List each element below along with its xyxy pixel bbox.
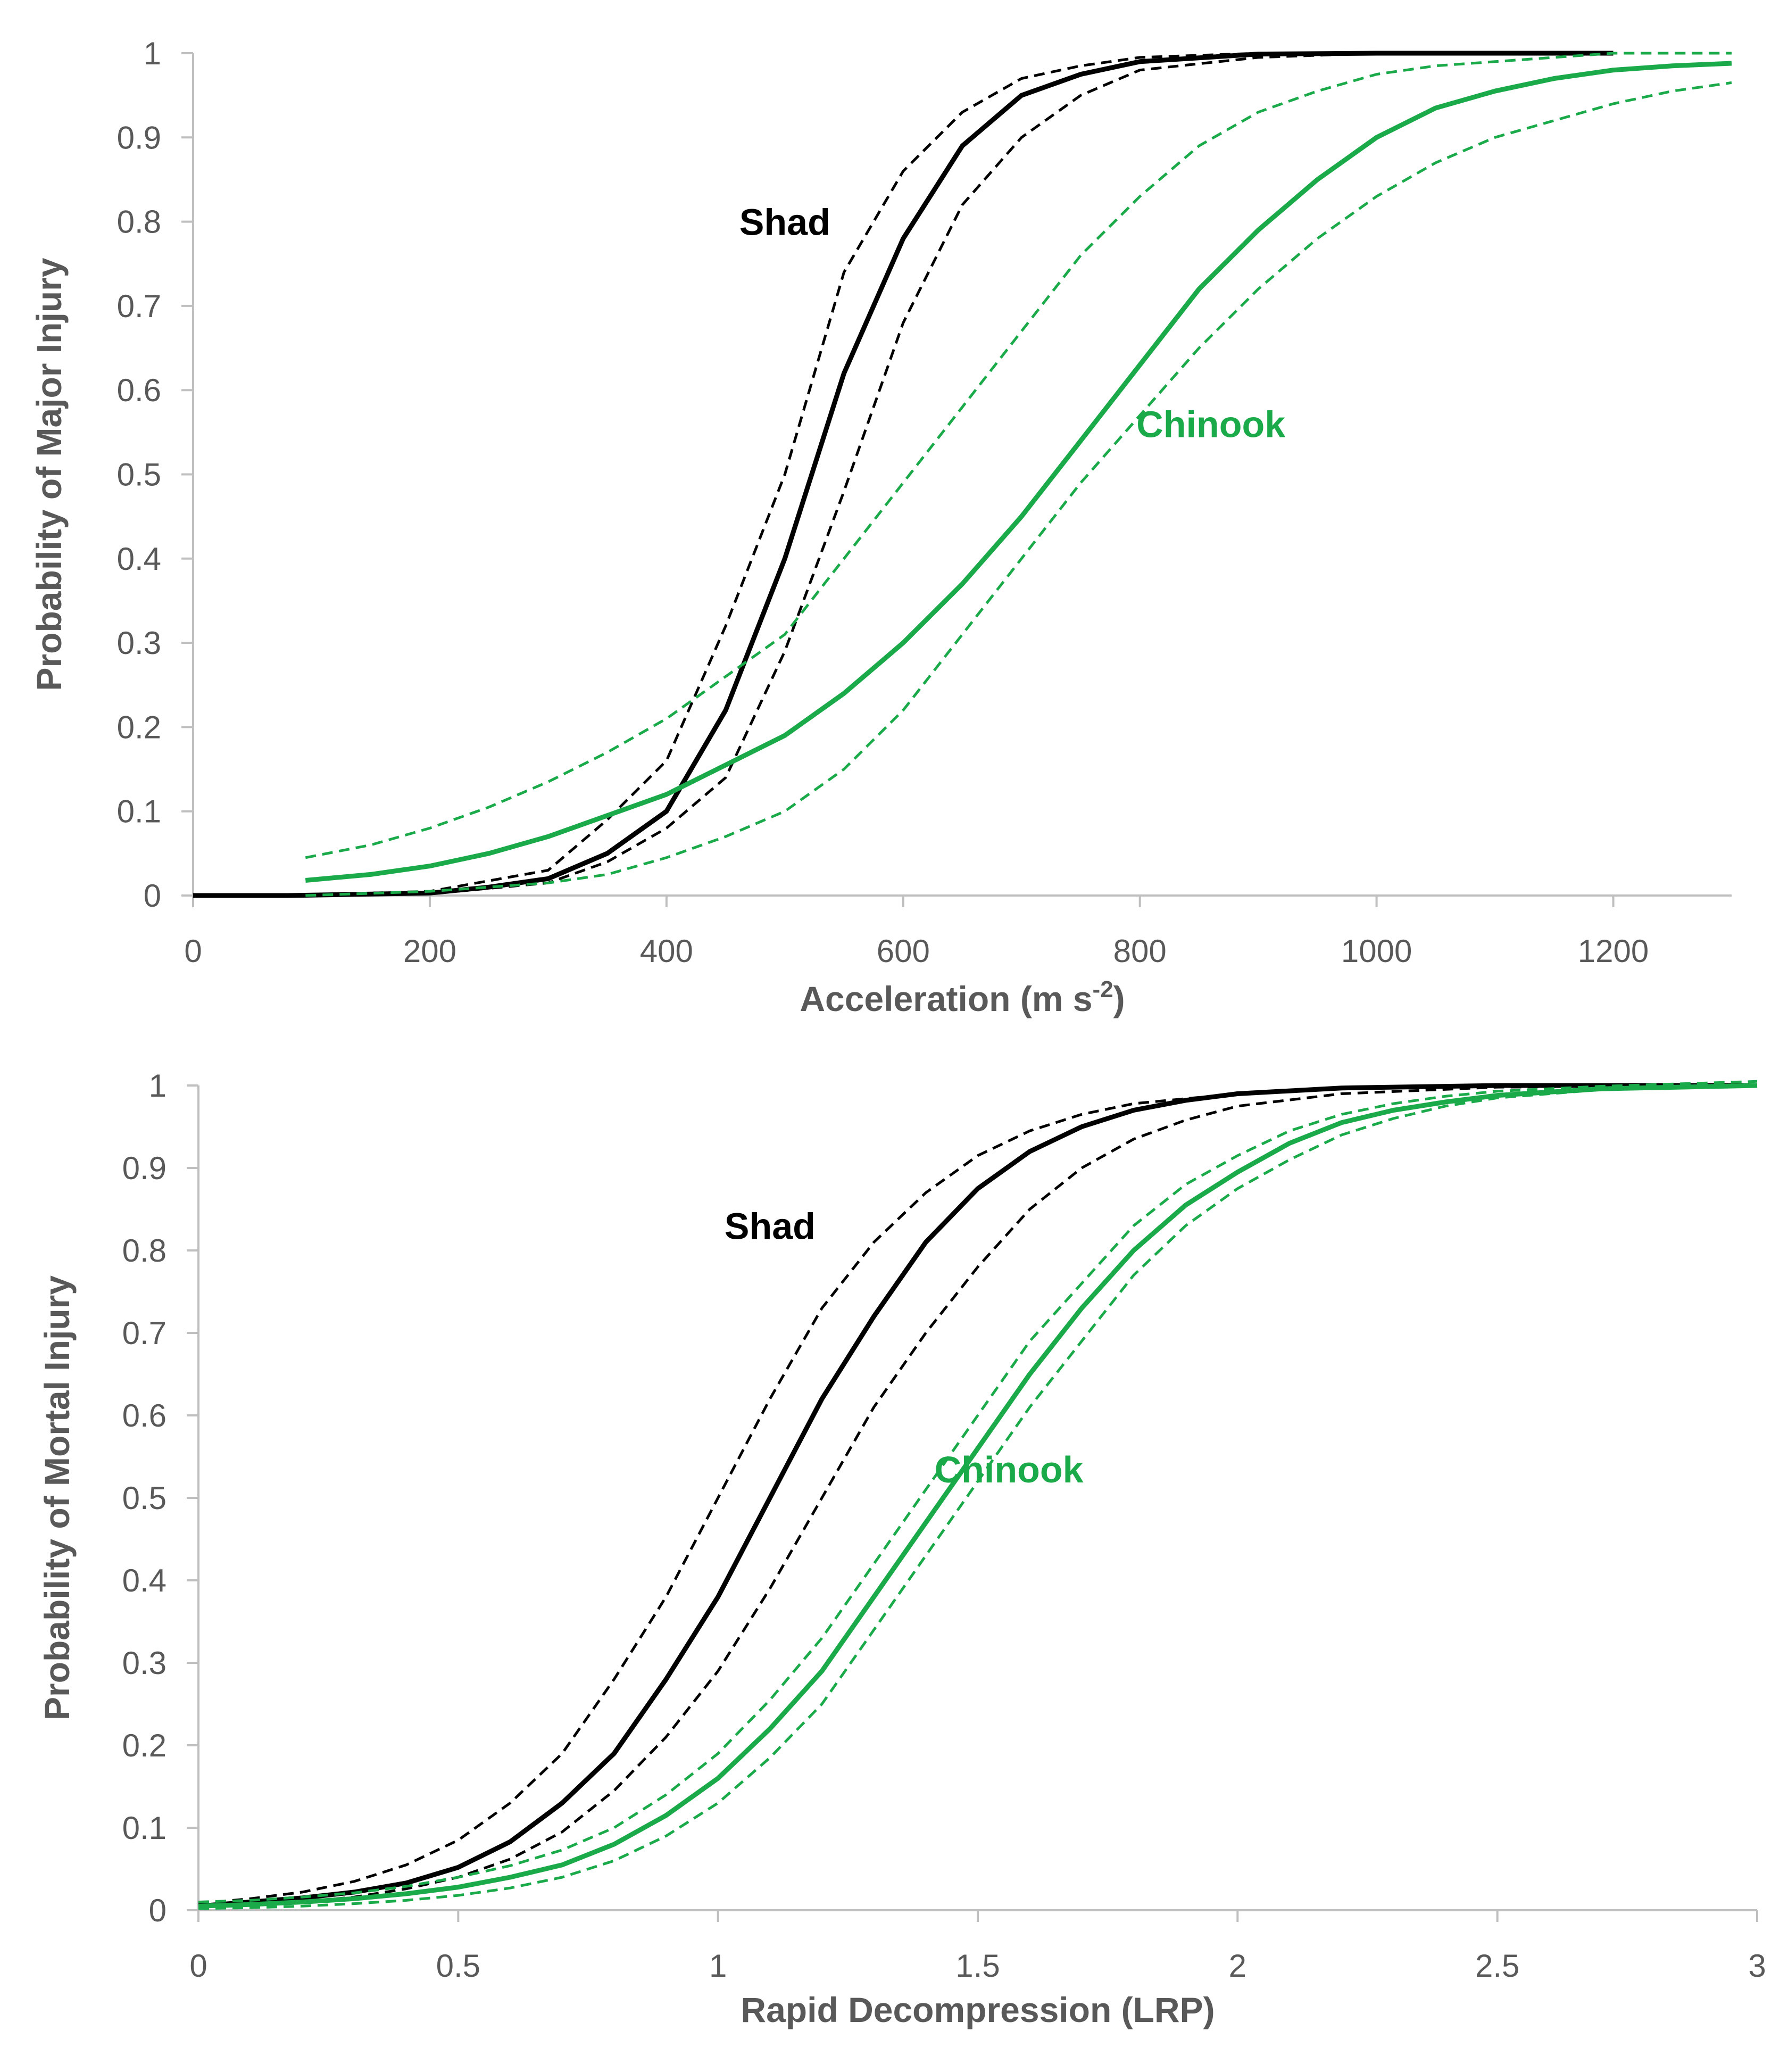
shad-confidence-line	[287, 52, 1614, 897]
x-axis-title: Rapid Decompression (LRP)	[741, 1990, 1215, 2029]
series-label-chinook: Chinook	[935, 1449, 1084, 1490]
y-tick-label: 0.9	[122, 1150, 167, 1186]
chinook-confidence-line	[305, 52, 1732, 859]
shad-confidence-line	[287, 52, 1377, 897]
shad-fit-line	[198, 1083, 1757, 1909]
y-axis-title: Probability of Major Injury	[29, 258, 69, 691]
y-tick-label: 0.7	[117, 288, 161, 324]
y-tick-label: 0.2	[117, 709, 161, 745]
y-tick-label: 0.9	[117, 120, 161, 155]
y-tick-label: 1	[144, 36, 161, 71]
series-label-chinook: Chinook	[1136, 404, 1285, 445]
shad-fit-line	[193, 51, 1614, 898]
x-tick-label: 0	[184, 933, 202, 969]
mortal-injury-chart: 0 0.1 0.2 0.3 0.4 0.5 0.6 0.7 0.8 0.9 1 0 0.5 1 1.5 2 2.…	[37, 1068, 1766, 2029]
y-tick-label: 0.4	[122, 1563, 167, 1598]
x-tick-label: 400	[640, 933, 693, 969]
x-axis-title: Acceleration (m s-2)	[800, 976, 1125, 1018]
x-tick-label: 2	[1229, 1948, 1246, 1984]
x-tick-label: 800	[1113, 933, 1167, 969]
chinook-fit-line	[305, 61, 1732, 883]
chinook-fit-line	[198, 1083, 1758, 1909]
chinook-confidence-line	[198, 1084, 1758, 1910]
series-label-shad: Shad	[739, 202, 830, 243]
y-tick-label: 0.4	[117, 541, 161, 577]
chinook-confidence-line	[305, 81, 1732, 897]
y-tick-label: 0.8	[122, 1233, 167, 1269]
y-tick-label: 0.1	[122, 1810, 167, 1846]
y-tick-label: 0.6	[122, 1398, 167, 1433]
chinook-confidence-line	[198, 1080, 1758, 1903]
y-tick-label: 0.3	[117, 625, 161, 661]
x-tick-label: 1000	[1341, 933, 1412, 969]
y-tick-label: 0.5	[122, 1480, 167, 1516]
y-tick-label: 0.5	[117, 457, 161, 493]
x-tick-label: 1.5	[955, 1948, 1000, 1984]
x-tick-label: 2.5	[1475, 1948, 1519, 1984]
shad-confidence-line	[198, 1084, 1758, 1909]
x-tick-label: 0	[189, 1948, 207, 1984]
y-tick-label: 0.7	[122, 1315, 167, 1351]
series-label-shad: Shad	[725, 1206, 816, 1247]
x-tick-label: 0.5	[436, 1948, 480, 1984]
y-tick-label: 0.8	[117, 204, 161, 240]
x-tick-label: 1	[709, 1948, 727, 1984]
y-tick-label: 0.1	[117, 794, 161, 830]
y-tick-label: 0.6	[117, 372, 161, 408]
y-tick-label: 0.3	[122, 1645, 167, 1681]
y-tick-label: 1	[149, 1068, 167, 1104]
y-axis-title: Probability of Mortal Injury	[37, 1275, 77, 1720]
x-tick-label: 200	[403, 933, 456, 969]
y-tick-label: 0	[149, 1893, 167, 1928]
x-tick-label: 600	[877, 933, 930, 969]
x-tick-label: 1200	[1578, 933, 1649, 969]
x-tick-label: 3	[1748, 1948, 1766, 1984]
y-tick-label: 0.2	[122, 1728, 167, 1763]
y-tick-label: 0	[144, 878, 161, 914]
shad-confidence-line	[198, 1084, 1757, 1905]
major-injury-chart: 0 0.1 0.2 0.3 0.4 0.5 0.6 0.7 0.8 0.9 1 0 200 400 600 8…	[29, 36, 1732, 1018]
